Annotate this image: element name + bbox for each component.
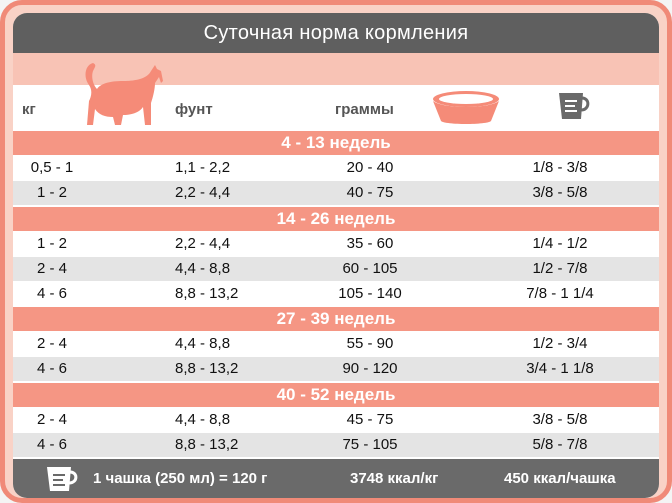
cell-cups: 1/2 - 7/8 <box>532 260 588 277</box>
cell-grams: 60 - 105 <box>342 260 398 277</box>
footer-bar: 1 чашка (250 мл) = 120 г 3748 ккал/кг 45… <box>13 459 659 498</box>
cell-lb: 8,8 - 13,2 <box>175 360 239 377</box>
table-title: Суточная норма кормления <box>13 13 659 53</box>
footer-energy-per-kg: 3748 ккал/кг <box>350 470 439 487</box>
cell-lb: 4,4 - 8,8 <box>175 411 231 428</box>
cell-grams: 20 - 40 <box>346 159 394 176</box>
cell-cups: 7/8 - 1 1/4 <box>526 285 594 302</box>
cell-lb: 2,2 - 4,4 <box>175 235 231 252</box>
table-row: 1 - 2 2,2 - 4,4 35 - 60 1/4 - 1/2 <box>13 232 659 256</box>
section-27-39-weeks: 27 - 39 недель <box>13 307 659 331</box>
cell-grams: 40 - 75 <box>346 184 394 201</box>
cell-kg: 2 - 4 <box>36 260 67 277</box>
cell-kg: 2 - 4 <box>36 411 67 428</box>
cell-lb: 1,1 - 2,2 <box>175 159 231 176</box>
cell-grams: 75 - 105 <box>342 436 398 453</box>
header-kg: кг <box>22 101 36 118</box>
food-bowl-icon <box>433 91 499 124</box>
measuring-cup-icon <box>559 93 590 119</box>
cell-cups: 1/4 - 1/2 <box>532 235 588 252</box>
table-row: 4 - 6 8,8 - 13,2 90 - 120 3/4 - 1 1/8 <box>13 357 659 381</box>
table-row: 2 - 4 4,4 - 8,8 45 - 75 3/8 - 5/8 <box>13 408 659 432</box>
cell-lb: 8,8 - 13,2 <box>175 285 239 302</box>
section-4-13-weeks: 4 - 13 недель <box>13 131 659 155</box>
table-row: 2 - 4 4,4 - 8,8 60 - 105 1/2 - 7/8 <box>13 257 659 281</box>
cell-kg: 2 - 4 <box>36 335 67 352</box>
cell-cups: 5/8 - 7/8 <box>532 436 588 453</box>
cell-lb: 8,8 - 13,2 <box>175 436 239 453</box>
cell-cups: 3/8 - 5/8 <box>532 184 588 201</box>
cell-kg: 4 - 6 <box>36 360 67 377</box>
header-grams: граммы <box>335 101 394 118</box>
header-band <box>13 53 659 85</box>
cell-cups: 1/8 - 3/8 <box>532 159 588 176</box>
footer-energy-per-cup: 450 ккал/чашка <box>504 470 616 487</box>
cell-kg: 1 - 2 <box>36 235 67 252</box>
cell-kg: 0,5 - 1 <box>30 159 74 176</box>
table-row: 4 - 6 8,8 - 13,2 75 - 105 5/8 - 7/8 <box>13 433 659 457</box>
cell-lb: 4,4 - 8,8 <box>175 335 231 352</box>
measuring-cup-icon <box>47 467 78 491</box>
table-row: 0,5 - 1 1,1 - 2,2 20 - 40 1/8 - 3/8 <box>13 156 659 180</box>
cell-cups: 3/8 - 5/8 <box>532 411 588 428</box>
cell-grams: 105 - 140 <box>338 285 402 302</box>
table-row: 1 - 2 2,2 - 4,4 40 - 75 3/8 - 5/8 <box>13 181 659 205</box>
section-40-52-weeks: 40 - 52 недель <box>13 383 659 407</box>
footer-cup-measure: 1 чашка (250 мл) = 120 г <box>93 470 268 487</box>
cell-lb: 4,4 - 8,8 <box>175 260 231 277</box>
feeding-table: Суточная норма кормления кг фунт граммы … <box>13 13 659 498</box>
cell-kg: 4 - 6 <box>36 436 67 453</box>
cell-lb: 2,2 - 4,4 <box>175 184 231 201</box>
cat-icon <box>85 63 163 125</box>
table-row: 2 - 4 4,4 - 8,8 55 - 90 1/2 - 3/4 <box>13 332 659 356</box>
cell-kg: 1 - 2 <box>36 184 67 201</box>
cell-grams: 45 - 75 <box>346 411 394 428</box>
cell-kg: 4 - 6 <box>36 285 67 302</box>
section-14-26-weeks: 14 - 26 недель <box>13 207 659 231</box>
cell-cups: 1/2 - 3/4 <box>532 335 588 352</box>
table-row: 4 - 6 8,8 - 13,2 105 - 140 7/8 - 1 1/4 <box>13 282 659 306</box>
cell-grams: 35 - 60 <box>346 235 394 252</box>
cell-grams: 55 - 90 <box>346 335 394 352</box>
cell-grams: 90 - 120 <box>342 360 398 377</box>
header-lb: фунт <box>175 101 213 118</box>
cell-cups: 3/4 - 1 1/8 <box>526 360 594 377</box>
